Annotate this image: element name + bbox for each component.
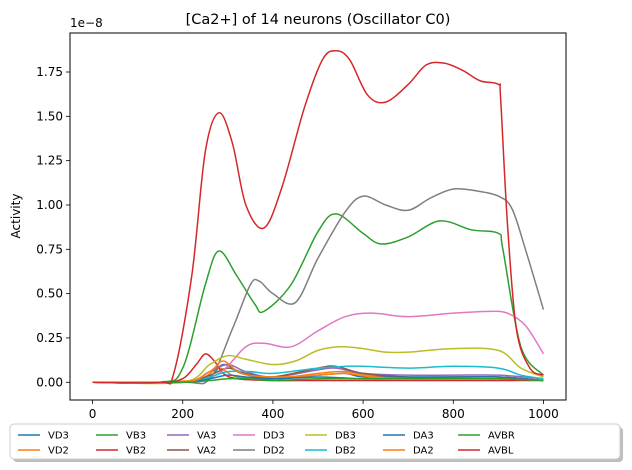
y-tick-label: 1.25 — [36, 154, 63, 168]
series-line-dd3 — [92, 310, 545, 384]
series-line-db3 — [92, 346, 544, 385]
legend-label-va2: VA2 — [197, 446, 216, 457]
x-axis: 0 200 400 600 800 1000 — [89, 400, 559, 421]
chart-title: [Ca2+] of 14 neurons (Oscillator C0) — [186, 12, 451, 28]
y-axis-label: Activity — [9, 194, 23, 239]
legend: VD3 VD2 VB3 VB2 VA3 VA2 DD3 DD2 DB3 DB2 DA3 DA2 AVBR… — [9, 423, 623, 462]
y-tick-label: 1.50 — [36, 109, 63, 123]
legend-label-da3: DA3 — [413, 431, 434, 442]
series-line-dd2 — [92, 187, 545, 385]
series-line-vb3 — [92, 213, 545, 385]
y-axis: 0.00 0.25 0.50 0.75 1.00 1.25 1.50 1.75 — [36, 65, 70, 389]
legend-label-avbl: AVBL — [488, 446, 514, 457]
y-tick-label: 0.25 — [36, 331, 63, 345]
y-tick-label: 0.50 — [36, 287, 63, 301]
series-line-avbl — [92, 49, 544, 385]
legend-label-vb2: VB2 — [126, 446, 146, 457]
legend-label-vb3: VB3 — [126, 431, 146, 442]
legend-label-avbr: AVBR — [488, 431, 515, 442]
legend-label-vd2: VD2 — [48, 446, 69, 457]
legend-box — [9, 423, 621, 460]
series-line-db2 — [92, 365, 544, 384]
legend-label-vd3: VD3 — [48, 431, 69, 442]
legend-label-va3: VA3 — [197, 431, 216, 442]
x-tick-label: 400 — [261, 407, 284, 421]
y-tick-label: 1.75 — [36, 65, 63, 79]
x-tick-label: 200 — [171, 407, 194, 421]
plot-lines — [92, 49, 545, 385]
x-tick-label: 0 — [89, 407, 97, 421]
y-offset-label: 1e−8 — [70, 16, 103, 30]
legend-label-dd3: DD3 — [263, 431, 285, 442]
series-line-avbr — [92, 377, 544, 384]
x-tick-label: 1000 — [528, 407, 559, 421]
plot-frame — [69, 32, 567, 401]
x-tick-label: 600 — [352, 407, 375, 421]
x-tick-label: 800 — [442, 407, 465, 421]
legend-label-db3: DB3 — [335, 431, 356, 442]
series-line-da2 — [92, 360, 544, 384]
legend-label-dd2: DD2 — [263, 446, 285, 457]
y-tick-label: 1.00 — [36, 198, 63, 212]
legend-label-db2: DB2 — [335, 446, 356, 457]
y-tick-label: 0.00 — [36, 375, 63, 389]
y-tick-label: 0.75 — [36, 242, 63, 256]
legend-label-da2: DA2 — [413, 446, 434, 457]
